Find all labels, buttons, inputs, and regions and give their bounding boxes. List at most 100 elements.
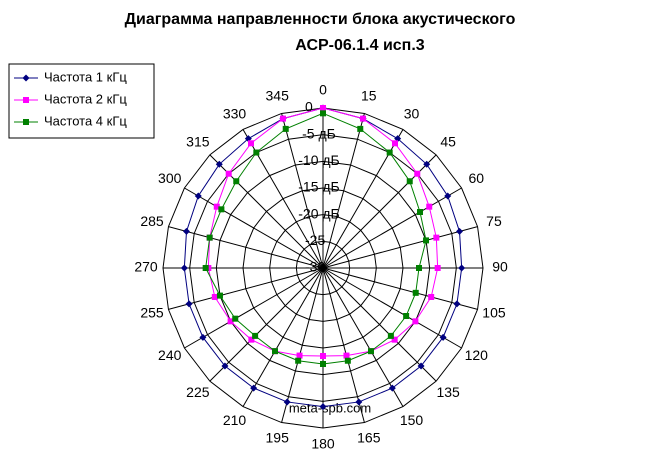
data-point [453,300,461,308]
data-point [282,125,289,132]
data-point [344,357,351,364]
data-point [253,149,260,156]
angle-label: 255 [140,305,164,321]
data-point [387,332,394,339]
data-point [211,293,218,300]
spoke [322,267,365,423]
data-point [423,237,430,244]
angle-label: 135 [436,384,460,400]
data-point [360,115,367,122]
angle-label: 0 [319,82,327,98]
angle-label: 60 [468,170,484,186]
spoke [168,226,324,269]
spoke [322,113,365,269]
data-point [202,265,209,271]
data-point [433,234,440,241]
data-point [456,227,464,235]
data-point [416,209,423,215]
angle-label: 150 [400,412,424,428]
angle-label: 300 [158,170,182,186]
data-point [23,97,29,103]
data-point [386,149,393,156]
legend-label: Частота 4 кГц [44,113,127,128]
angle-label: 30 [404,105,420,121]
spoke [184,187,324,269]
data-point [283,398,291,406]
data-point [182,227,190,235]
data-point [439,333,447,341]
data-point [213,203,220,210]
data-point [185,300,193,308]
data-point [406,178,413,185]
data-point [357,125,364,132]
data-point [221,362,229,370]
data-point [180,264,188,272]
data-point [22,74,30,82]
angle-label: 15 [361,88,377,104]
spoke [322,267,404,407]
data-point [215,160,223,168]
data-point [248,140,254,147]
data-point [320,353,326,359]
chart-title: АСР-06.1.4 исп.3 [295,37,424,54]
data-point [252,332,259,339]
angle-label: 330 [223,105,247,121]
data-point [444,192,452,200]
angle-label: 240 [158,347,182,363]
data-point [279,115,286,122]
data-point [343,352,350,359]
data-point [412,289,419,296]
spoke [184,267,324,349]
watermark: meta-spb.com [289,400,371,415]
data-point [458,264,466,272]
data-point [225,170,232,177]
data-point [388,384,396,392]
data-point [216,292,223,299]
data-point [423,160,431,168]
data-point [368,348,374,355]
spoke [209,267,324,382]
angle-label: 345 [266,88,290,104]
spoke [242,267,324,407]
r-tick-label: -20 дБ [298,205,339,221]
data-point [218,206,225,213]
angle-label: 165 [357,430,381,446]
data-point [233,178,240,185]
angle-label: 105 [482,305,506,321]
data-point [428,293,435,300]
data-point [320,105,326,111]
data-point [403,313,410,319]
r-tick-label: 0 [305,99,313,115]
data-point [206,234,213,241]
legend-box [8,63,155,139]
r-tick-label: -25 [305,232,325,248]
spoke [322,267,478,310]
angle-label: 45 [440,134,456,150]
data-point [296,352,303,359]
r-tick-label: -15 дБ [298,179,339,195]
data-point [434,265,441,271]
data-point [23,119,29,125]
angle-label: 270 [134,259,158,275]
angle-label: 195 [266,430,290,446]
data-point [194,192,202,200]
spoke [322,187,462,269]
spoke [168,267,324,310]
data-point [250,384,258,392]
angle-label: 315 [186,134,210,150]
data-point [426,203,433,210]
data-point [320,361,326,367]
spoke [281,113,324,269]
data-point [416,265,422,271]
data-point [227,318,234,325]
data-point [391,336,398,343]
angle-label: 225 [186,384,210,400]
r-tick-label: -30 [305,259,325,275]
angle-label: 285 [140,213,164,229]
angle-label: 120 [465,347,489,363]
spoke [322,267,437,382]
data-point [392,140,398,147]
data-point [320,110,326,117]
data-point [295,357,302,364]
